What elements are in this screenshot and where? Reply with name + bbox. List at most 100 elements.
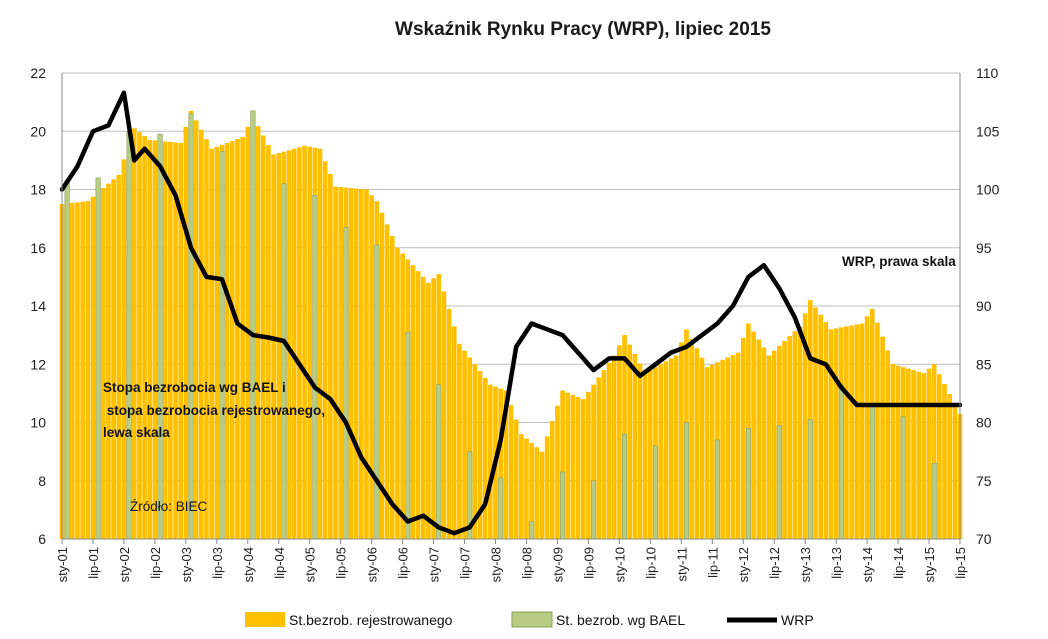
x-tick-label: lip-05	[334, 547, 349, 579]
bar-registered	[735, 352, 741, 539]
bar-registered	[286, 150, 292, 539]
bar-registered	[580, 399, 586, 539]
x-tick-label: lip-06	[396, 547, 411, 579]
bar-registered	[844, 326, 849, 539]
bar-registered	[451, 326, 457, 539]
bar-registered	[131, 128, 137, 539]
bar-bael	[374, 244, 380, 540]
bar-bael	[560, 471, 566, 540]
bar-registered	[544, 436, 550, 539]
left-tick-label: 22	[30, 65, 46, 81]
bar-registered	[85, 201, 91, 539]
bar-registered	[70, 202, 75, 539]
bar-registered	[209, 148, 214, 540]
bar-bael	[869, 404, 875, 540]
bar-registered	[80, 201, 85, 540]
bael-unemployment-bars	[64, 110, 937, 540]
bar-registered	[482, 377, 488, 539]
bar-bael	[900, 416, 906, 540]
x-tick-label: sty-09	[550, 547, 565, 582]
bar-registered	[462, 350, 467, 539]
x-tick-label: lip-02	[148, 547, 163, 579]
bar-registered	[178, 142, 184, 539]
bar-registered	[565, 392, 571, 539]
bar-bael	[529, 521, 535, 540]
bar-registered	[457, 343, 462, 539]
bar-registered	[709, 364, 715, 539]
chart-title: Wskaźnik Rynku Pracy (WRP), lipiec 2015	[395, 19, 771, 40]
bar-registered	[395, 247, 400, 539]
unemployment-annotation-line1: Stopa bezrobocia wg BAEL i	[103, 380, 286, 395]
right-tick-label: 105	[976, 123, 1000, 139]
wrp-line	[59, 90, 963, 536]
bar-registered	[782, 340, 787, 539]
x-tick-label: sty-14	[860, 547, 875, 582]
right-tick-label: 70	[976, 531, 992, 547]
x-tick-label: sty-01	[55, 547, 70, 582]
x-tick-label: lip-01	[86, 547, 101, 579]
bar-registered	[498, 388, 503, 539]
bar-bael	[745, 428, 751, 540]
unemployment-annotation-line2: stopa bezrobocia rejestrowanego,	[103, 403, 325, 418]
bar-registered	[199, 129, 204, 540]
bar-registered	[586, 391, 591, 539]
bar-registered	[673, 355, 679, 539]
bar-bael	[498, 477, 504, 540]
legend-swatch-registered	[245, 612, 285, 627]
bar-registered	[488, 384, 493, 539]
bar-registered	[952, 403, 958, 539]
bar-registered	[513, 419, 519, 539]
bar-bael	[343, 227, 349, 540]
bar-registered	[890, 364, 896, 539]
bar-registered	[364, 189, 369, 539]
x-tick-label: lip-08	[520, 547, 535, 579]
right-tick-label: 95	[976, 240, 992, 256]
bar-registered	[379, 212, 385, 540]
bar-registered	[911, 370, 916, 539]
bar-registered	[477, 371, 483, 539]
left-tick-label: 18	[30, 182, 46, 198]
bar-bael	[157, 133, 163, 540]
bar-registered	[441, 291, 447, 539]
bar-registered	[420, 276, 426, 539]
right-tick-label: 100	[976, 182, 1000, 198]
bar-registered	[472, 364, 478, 539]
bar-bael	[312, 195, 318, 540]
bar-registered	[255, 126, 261, 540]
right-tick-label: 75	[976, 473, 992, 489]
x-tick-label: lip-14	[891, 547, 906, 579]
bar-bael	[64, 180, 70, 540]
bar-bael	[591, 480, 597, 540]
wrp-annotation: WRP, prawa skala	[842, 254, 956, 269]
bar-registered	[875, 322, 880, 539]
x-tick-label: sty-06	[365, 547, 380, 582]
bar-registered	[229, 140, 235, 539]
bar-bael	[838, 384, 844, 540]
bar-registered	[611, 355, 617, 539]
bar-bael	[931, 462, 937, 540]
bar-registered	[596, 377, 602, 539]
bar-registered	[828, 329, 834, 539]
bar-registered	[291, 148, 297, 540]
x-tick-label: lip-10	[643, 547, 658, 579]
unemployment-annotation-line3: lewa skala	[103, 425, 170, 440]
legend-label: WRP	[781, 612, 814, 628]
x-tick-label: sty-10	[612, 547, 627, 582]
left-tick-label: 8	[38, 473, 46, 489]
bar-registered	[389, 236, 395, 539]
bar-registered	[75, 202, 80, 539]
bar-registered	[224, 142, 230, 539]
x-tick-label: lip-07	[458, 547, 473, 579]
x-tick-label: lip-12	[767, 547, 782, 579]
bar-registered	[921, 372, 927, 539]
bar-registered	[694, 348, 700, 539]
bar-registered	[617, 345, 622, 539]
bar-registered	[730, 355, 736, 539]
bar-registered	[353, 188, 359, 539]
x-tick-label: sty-12	[736, 547, 751, 582]
bar-registered	[173, 142, 178, 539]
bar-registered	[937, 374, 942, 539]
bar-bael	[807, 419, 813, 540]
bar-registered	[689, 338, 694, 539]
left-tick-label: 14	[30, 298, 46, 314]
